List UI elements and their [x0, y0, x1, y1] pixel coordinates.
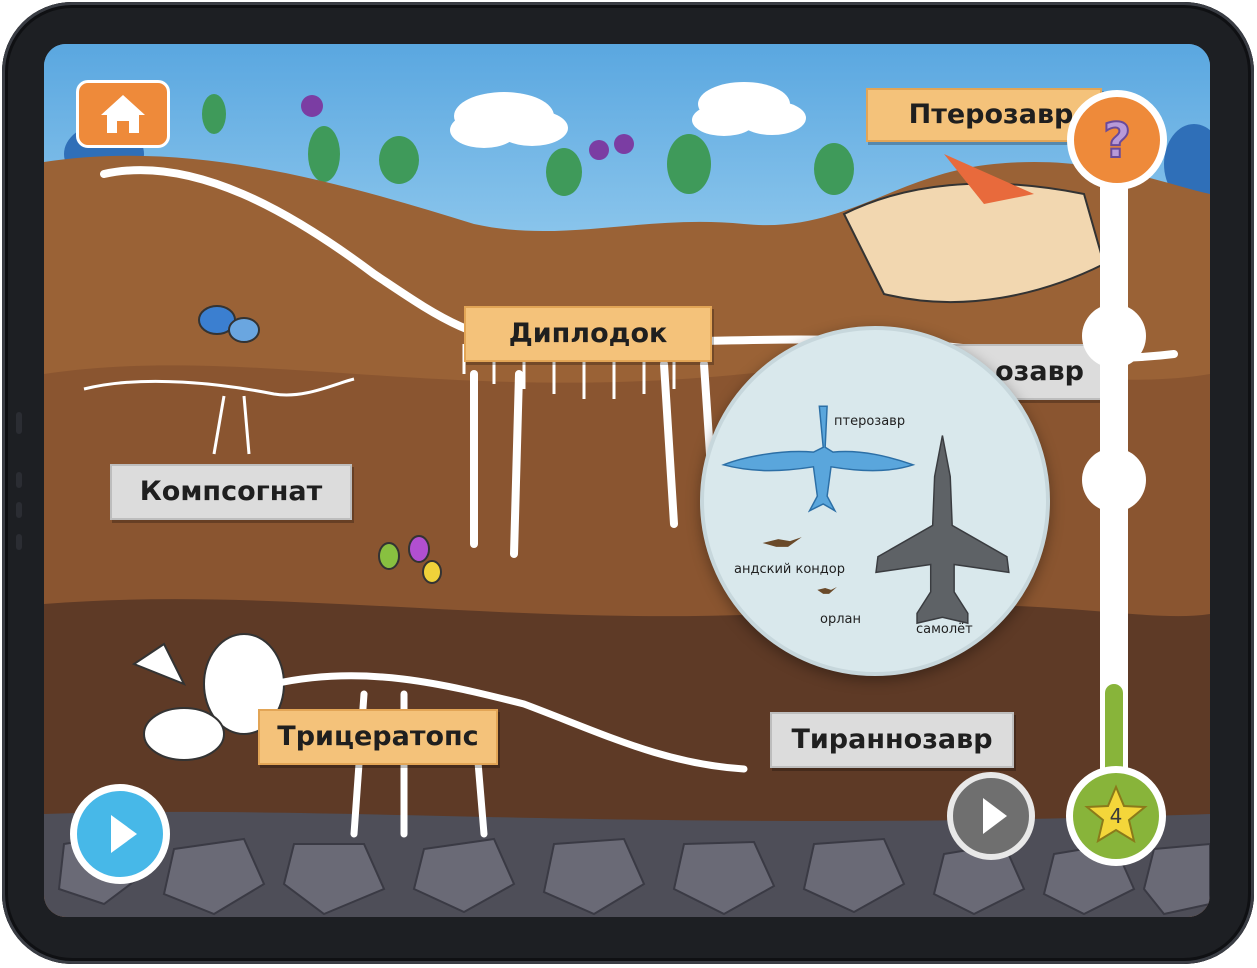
- pterosaur-silhouette: [721, 405, 916, 513]
- progress-checkpoint[interactable]: [1082, 304, 1146, 368]
- label-partial-text: озавр: [995, 356, 1084, 387]
- wingspan-comparison: [721, 405, 1010, 625]
- tablet-side-button: [16, 472, 22, 488]
- star-counter[interactable]: 4: [1066, 766, 1166, 866]
- label-triceratops[interactable]: Трицератопс: [258, 709, 498, 765]
- label-tyrannosaurus-text: Тираннозавр: [791, 724, 993, 755]
- play-icon: [111, 815, 137, 853]
- tablet-side-button: [16, 534, 22, 550]
- svg-text:?: ?: [1103, 113, 1131, 169]
- magnifier-airplane-label: самолёт: [916, 622, 973, 637]
- eagle-silhouette: [817, 586, 837, 594]
- play-icon: [983, 798, 1007, 834]
- magnifier-lens[interactable]: птерозавр андский кондор орлан самолёт: [700, 326, 1050, 676]
- home-icon: [101, 95, 145, 133]
- label-tyrannosaurus[interactable]: Тираннозавр: [770, 712, 1014, 768]
- magnifier-condor-label: андский кондор: [734, 562, 845, 577]
- star-icon: [1084, 784, 1148, 844]
- play-button-right[interactable]: [947, 772, 1035, 860]
- airplane-silhouette: [875, 435, 1010, 625]
- home-button[interactable]: [76, 80, 170, 148]
- magnifier-pterosaur-label: птерозавр: [834, 414, 906, 429]
- condor-silhouette: [762, 537, 802, 547]
- label-compsognathus-text: Компсогнат: [139, 476, 323, 507]
- game-screen: Птерозавр Диплодок озавр Компсогнат Триц…: [44, 44, 1210, 917]
- question-mark-icon: ?: [1102, 112, 1132, 170]
- play-button-left[interactable]: [70, 784, 170, 884]
- help-button[interactable]: ?: [1067, 90, 1167, 190]
- label-triceratops-text: Трицератопс: [277, 721, 479, 752]
- label-diplodocus[interactable]: Диплодок: [464, 306, 712, 362]
- magnifier-eagle-label: орлан: [820, 612, 861, 627]
- tablet-side-button: [16, 412, 22, 434]
- label-pterosaur-text: Птерозавр: [908, 99, 1074, 130]
- label-diplodocus-text: Диплодок: [508, 318, 668, 349]
- progress-checkpoint[interactable]: [1082, 448, 1146, 512]
- label-compsognathus[interactable]: Компсогнат: [110, 464, 352, 520]
- star-count: 4: [1109, 804, 1123, 828]
- tablet-side-button: [16, 502, 22, 518]
- label-pterosaur[interactable]: Птерозавр: [866, 88, 1102, 142]
